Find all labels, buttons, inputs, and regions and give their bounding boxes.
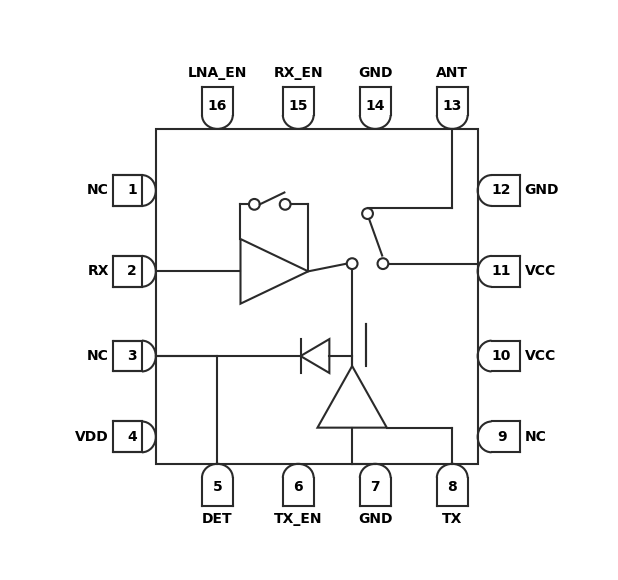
Text: GND: GND	[358, 66, 392, 81]
Text: RX_EN: RX_EN	[273, 66, 323, 81]
Circle shape	[362, 208, 373, 219]
Text: 8: 8	[447, 480, 457, 494]
Text: TX: TX	[442, 512, 462, 527]
Text: 7: 7	[370, 480, 380, 494]
Text: 16: 16	[208, 99, 227, 113]
Text: DET: DET	[202, 512, 233, 527]
Text: 15: 15	[289, 99, 308, 113]
Text: NC: NC	[87, 183, 109, 197]
Text: 9: 9	[497, 430, 506, 444]
Text: NC: NC	[525, 430, 546, 444]
Circle shape	[249, 199, 260, 210]
Text: VCC: VCC	[525, 349, 556, 363]
Text: NC: NC	[87, 349, 109, 363]
Text: 6: 6	[294, 480, 303, 494]
Text: 1: 1	[127, 183, 137, 197]
Text: 14: 14	[365, 99, 385, 113]
Circle shape	[280, 199, 290, 210]
Text: 10: 10	[492, 349, 511, 363]
Text: 11: 11	[492, 264, 511, 278]
Text: GND: GND	[358, 512, 392, 527]
Text: VDD: VDD	[75, 430, 109, 444]
Text: 4: 4	[127, 430, 137, 444]
Circle shape	[347, 258, 358, 269]
Text: LNA_EN: LNA_EN	[188, 66, 247, 81]
Text: 5: 5	[213, 480, 222, 494]
Circle shape	[378, 258, 388, 269]
Text: VCC: VCC	[525, 264, 556, 278]
Text: 3: 3	[127, 349, 137, 363]
Text: 13: 13	[442, 99, 462, 113]
Text: ANT: ANT	[436, 66, 468, 81]
Text: TX_EN: TX_EN	[274, 512, 323, 527]
Text: 12: 12	[492, 183, 511, 197]
Text: 2: 2	[127, 264, 137, 278]
Text: RX: RX	[87, 264, 109, 278]
Text: GND: GND	[525, 183, 559, 197]
